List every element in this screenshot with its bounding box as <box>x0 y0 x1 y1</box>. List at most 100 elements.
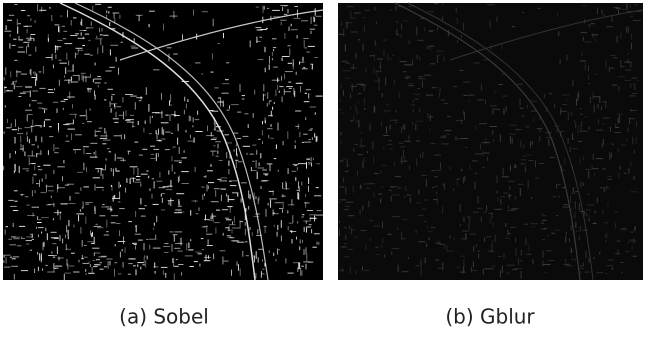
texture <box>228 161 229 166</box>
texture <box>291 29 298 30</box>
texture <box>574 120 575 123</box>
texture <box>195 119 200 120</box>
texture <box>297 10 298 18</box>
texture <box>65 273 72 274</box>
texture <box>634 176 635 180</box>
texture <box>128 152 129 155</box>
texture <box>269 56 270 64</box>
texture <box>276 259 277 261</box>
texture <box>395 176 401 177</box>
texture <box>119 230 120 236</box>
texture <box>364 10 370 11</box>
texture <box>35 190 36 193</box>
texture <box>418 78 425 79</box>
texture <box>463 217 464 221</box>
texture <box>580 271 581 274</box>
texture <box>18 128 22 129</box>
texture <box>112 198 120 199</box>
texture <box>94 226 102 227</box>
texture <box>16 70 17 77</box>
texture <box>312 137 313 140</box>
texture <box>298 181 299 188</box>
texture <box>110 101 111 107</box>
texture <box>500 134 501 142</box>
texture <box>3 260 4 263</box>
texture <box>488 251 495 252</box>
texture <box>69 114 77 115</box>
texture <box>21 270 28 271</box>
texture <box>232 231 233 233</box>
texture <box>288 63 292 64</box>
texture <box>55 24 60 25</box>
texture <box>400 146 406 147</box>
texture <box>93 177 100 178</box>
texture <box>10 34 11 37</box>
texture <box>32 91 38 92</box>
texture <box>346 202 353 203</box>
texture <box>345 45 346 52</box>
texture <box>444 184 445 190</box>
texture <box>386 104 389 105</box>
texture <box>302 270 303 275</box>
texture <box>259 163 260 167</box>
texture <box>542 215 546 216</box>
texture <box>125 94 133 95</box>
texture <box>630 191 637 192</box>
texture <box>159 172 160 178</box>
texture <box>603 118 610 119</box>
texture <box>569 209 572 210</box>
texture <box>293 18 300 19</box>
texture <box>618 173 619 178</box>
texture <box>226 142 232 143</box>
texture <box>63 108 64 110</box>
texture <box>218 43 220 44</box>
texture <box>3 255 10 256</box>
texture <box>76 54 78 55</box>
texture <box>572 166 573 168</box>
texture <box>608 260 614 261</box>
texture <box>103 35 108 36</box>
texture <box>128 263 132 264</box>
texture <box>4 267 10 268</box>
texture <box>208 182 214 183</box>
texture <box>364 157 365 161</box>
texture <box>309 224 312 225</box>
texture <box>258 59 264 60</box>
texture <box>272 38 276 39</box>
texture <box>433 199 437 200</box>
texture <box>316 242 319 243</box>
texture <box>80 22 81 25</box>
texture <box>136 179 140 180</box>
texture <box>146 239 149 240</box>
texture <box>33 174 37 175</box>
texture <box>339 229 340 236</box>
texture <box>90 157 98 158</box>
texture <box>38 234 39 237</box>
texture <box>14 237 21 238</box>
texture <box>90 88 91 92</box>
texture <box>261 271 262 278</box>
texture <box>456 137 457 141</box>
texture <box>343 90 344 96</box>
texture <box>400 61 407 62</box>
texture <box>13 39 16 40</box>
texture <box>250 227 251 230</box>
texture <box>590 97 591 104</box>
texture <box>396 110 397 112</box>
texture <box>404 196 405 199</box>
texture <box>135 234 141 235</box>
texture <box>366 67 367 72</box>
texture <box>355 271 356 275</box>
texture <box>134 142 138 143</box>
texture <box>355 105 356 111</box>
texture <box>500 196 505 197</box>
texture <box>555 230 560 231</box>
texture <box>509 125 517 126</box>
texture <box>311 17 312 24</box>
texture <box>37 252 38 254</box>
texture <box>347 6 353 7</box>
texture <box>580 268 584 269</box>
texture <box>130 115 134 116</box>
texture <box>195 167 196 172</box>
texture <box>6 127 11 128</box>
